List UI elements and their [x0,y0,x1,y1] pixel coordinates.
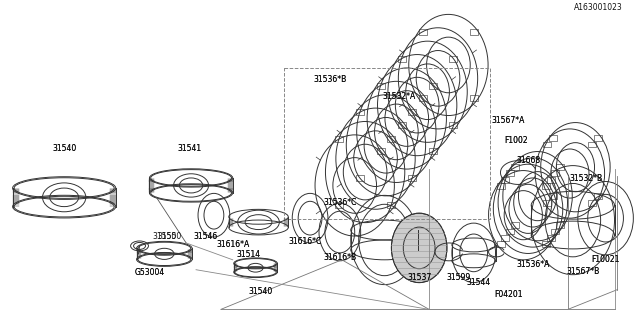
Text: 31540: 31540 [248,287,273,296]
Text: 31537: 31537 [407,273,431,282]
Text: 31567*A: 31567*A [492,116,525,125]
Bar [408,175,416,181]
Text: 31536*B: 31536*B [314,75,346,84]
Bar [543,200,551,205]
Bar [549,193,557,199]
Ellipse shape [392,213,447,283]
Text: 31546: 31546 [194,231,218,241]
Text: 31668: 31668 [516,156,540,165]
Bar [335,202,343,208]
Text: 31536*C: 31536*C [323,198,356,207]
Bar [549,135,557,141]
Text: F04201: F04201 [494,290,523,299]
Bar [547,235,555,241]
Text: 31536*A: 31536*A [516,260,550,269]
Bar [356,175,364,181]
Bar [506,228,514,235]
Bar [377,148,385,154]
Text: F10021: F10021 [591,255,620,264]
Bar [449,56,458,62]
Bar [335,136,343,142]
Bar [556,222,564,228]
Text: 31567*A: 31567*A [492,116,525,125]
Bar [511,222,519,228]
Text: 31532*B: 31532*B [569,174,602,183]
Bar [470,29,478,35]
Text: 31540: 31540 [248,287,273,296]
Bar [470,95,478,101]
Text: G53004: G53004 [134,268,164,277]
Text: 31616*C: 31616*C [289,237,322,246]
Text: 31540: 31540 [52,144,76,153]
Bar [356,109,364,115]
Text: F10021: F10021 [591,255,620,264]
Bar [542,183,550,189]
Bar [429,83,436,89]
Text: 31536*C: 31536*C [323,198,356,207]
Text: 31540: 31540 [52,144,76,153]
Text: 31541: 31541 [177,144,201,153]
Text: 31532*B: 31532*B [569,174,602,183]
Text: 31536*A: 31536*A [516,260,550,269]
Bar [589,200,596,205]
Text: G53004: G53004 [134,268,164,277]
Text: F04201: F04201 [494,290,523,299]
Bar [511,164,519,170]
Bar [552,228,559,235]
Text: 31544: 31544 [467,278,491,287]
Bar [552,171,559,176]
Bar [497,183,505,189]
Text: 31616*B: 31616*B [323,253,356,262]
Text: 31668: 31668 [516,156,540,165]
Bar [449,122,458,128]
Bar [387,136,395,142]
Bar [547,177,555,183]
Bar [419,95,427,101]
Text: 31514: 31514 [237,250,260,259]
Text: 31616*A: 31616*A [216,240,250,249]
Text: 31537: 31537 [407,273,431,282]
Text: 31541: 31541 [177,144,201,153]
Text: 31616*A: 31616*A [216,240,250,249]
Text: 31599: 31599 [447,273,471,282]
Bar [398,122,406,128]
Text: 31544: 31544 [467,278,491,287]
Bar [408,109,416,115]
Bar [377,83,385,89]
Bar [556,164,564,170]
Bar [543,141,551,148]
Text: 31532*A: 31532*A [383,92,416,101]
Bar [589,141,596,148]
Text: 31599: 31599 [447,273,471,282]
Bar [506,171,514,176]
Text: F1002: F1002 [504,136,528,145]
Bar [398,56,406,62]
Bar [429,148,436,154]
Text: 31546: 31546 [194,231,218,241]
Text: 31567*B: 31567*B [566,267,600,276]
Bar [594,135,602,141]
Text: 31616*B: 31616*B [323,253,356,262]
Text: 31616*C: 31616*C [289,237,322,246]
Text: 31514: 31514 [237,250,260,259]
Bar [542,241,550,247]
Bar [419,29,427,35]
Text: 31536*B: 31536*B [314,75,346,84]
Text: 31550: 31550 [157,231,181,241]
Bar [497,241,505,247]
Text: 31550: 31550 [152,231,177,241]
Text: F1002: F1002 [504,136,528,145]
Bar [594,193,602,199]
Text: 31567*B: 31567*B [566,267,600,276]
Text: 31532*A: 31532*A [383,92,416,101]
Bar [387,202,395,208]
Bar [502,177,509,183]
Bar [502,235,509,241]
Text: A163001023: A163001023 [573,3,623,12]
